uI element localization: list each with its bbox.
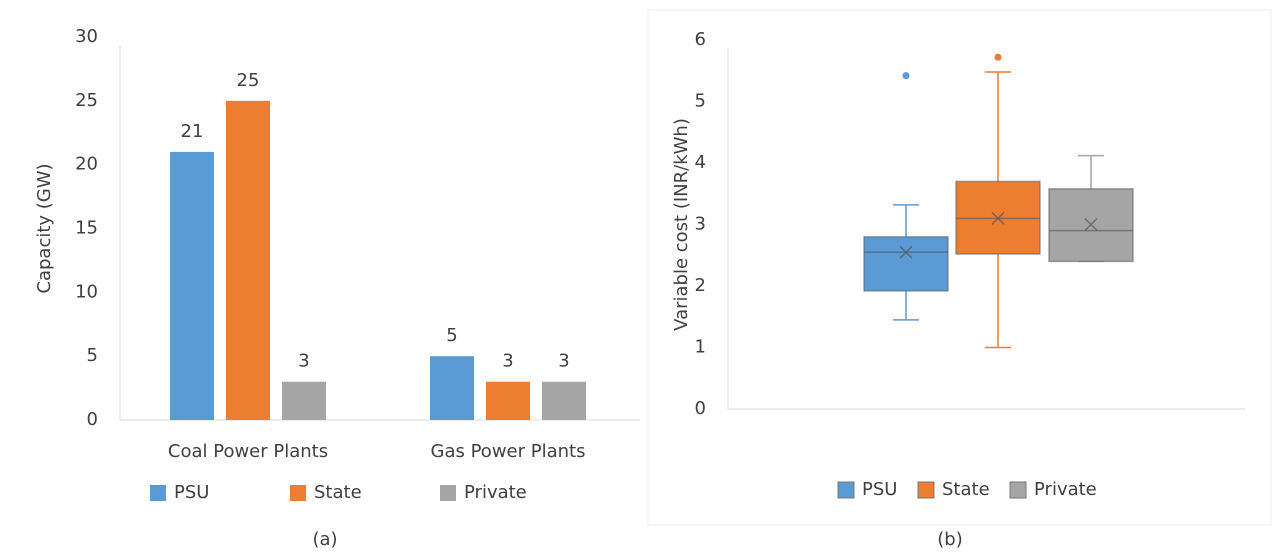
box (863, 236, 949, 292)
bar (226, 100, 270, 420)
data-label: 21 (181, 121, 204, 142)
x-tick-label: Coal Power Plants (168, 441, 328, 462)
legend-swatch (1009, 481, 1027, 499)
bar (282, 381, 326, 420)
legend-swatch (837, 481, 855, 499)
y-tick-label: 3 (695, 214, 706, 235)
y-tick-label: 0 (695, 398, 706, 419)
y-tick-label: 1 (695, 337, 706, 358)
y-tick-label: 4 (695, 152, 706, 173)
y-axis-label: Variable cost (INR/kWh) (671, 118, 692, 331)
bar (170, 151, 214, 420)
legend-swatch (440, 485, 456, 501)
legend-swatch (917, 481, 935, 499)
bar (486, 381, 530, 420)
outlier (902, 72, 910, 80)
x-tick-label: Gas Power Plants (431, 441, 586, 462)
data-label: 5 (446, 325, 457, 346)
legend-label: PSU (174, 482, 209, 503)
mean-marker (899, 245, 913, 259)
data-label: 3 (558, 351, 569, 372)
y-tick-label: 5 (695, 91, 706, 112)
y-tick-label: 5 (87, 345, 98, 366)
outlier (994, 53, 1002, 61)
y-tick-label: 15 (75, 218, 98, 239)
legend-swatch (290, 485, 306, 501)
panel-border (647, 9, 1272, 526)
caption: (b) (937, 529, 962, 550)
y-tick-label: 25 (75, 90, 98, 111)
data-label: 3 (298, 351, 309, 372)
legend-label: State (942, 479, 990, 500)
legend-label: PSU (862, 479, 897, 500)
legend-swatch (150, 485, 166, 501)
y-tick-label: 10 (75, 281, 98, 302)
legend-label: Private (1034, 479, 1097, 500)
data-label: 25 (237, 70, 260, 91)
y-tick-label: 6 (695, 29, 706, 50)
data-label: 3 (502, 351, 513, 372)
y-axis-label: Capacity (GW) (34, 163, 55, 293)
caption: (a) (312, 529, 337, 550)
y-tick-label: 0 (87, 409, 98, 430)
y-tick-label: 20 (75, 154, 98, 175)
bar (542, 381, 586, 420)
y-tick-label: 30 (75, 26, 98, 47)
y-tick-label: 2 (695, 275, 706, 296)
legend-label: State (314, 482, 362, 503)
bar (430, 356, 474, 420)
mean-marker (1084, 217, 1098, 232)
mean-marker (991, 211, 1005, 225)
legend-label: Private (464, 482, 527, 503)
